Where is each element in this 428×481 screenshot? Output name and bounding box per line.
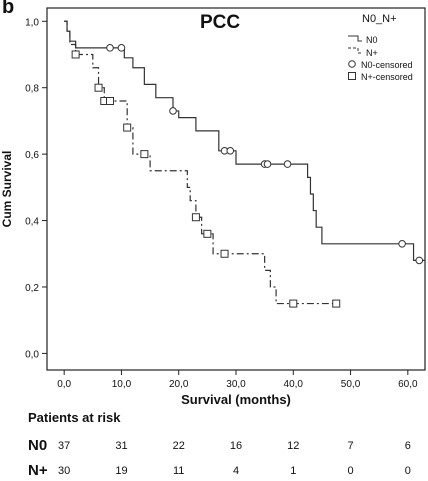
risk-count: 0 (404, 465, 411, 477)
risk-row-label: N+ (28, 462, 48, 479)
legend-label-n0-censored: N0-censored (361, 60, 413, 70)
risk-count: 22 (172, 440, 185, 452)
risk-table-header: Patients at risk (28, 410, 121, 425)
risk-row-label: N0 (28, 437, 48, 454)
legend-line-n-plus (348, 47, 362, 54)
x-tick-label: 20,0 (169, 379, 189, 390)
legend-marker-circle (348, 60, 356, 68)
x-tick-label: 0,0 (57, 379, 71, 390)
y-tick-label: 1,0 (25, 17, 39, 28)
risk-count: 1 (290, 465, 297, 477)
censor-marker-square (106, 96, 114, 105)
y-tick-label: 0,8 (25, 84, 39, 95)
x-tick-label: 10,0 (112, 379, 132, 390)
series-line-n0 (64, 20, 425, 262)
y-axis-label: Cum Survival (0, 151, 14, 228)
risk-count: 31 (115, 440, 128, 452)
risk-count: 6 (404, 440, 411, 452)
x-tick-label: 60,0 (398, 379, 418, 390)
legend-label-n-plus-censored: N+-censored (361, 72, 413, 82)
censor-marker-circle (226, 147, 235, 155)
y-tick-label: 0,2 (25, 283, 39, 294)
censor-marker-square (123, 123, 132, 132)
censor-marker-square (289, 299, 298, 308)
legend-label-n0: N0 (366, 35, 378, 45)
censor-marker-square (191, 213, 200, 222)
risk-count: 16 (229, 440, 243, 452)
censor-marker-square (220, 249, 229, 258)
censor-marker-circle (117, 44, 126, 52)
risk-count: 19 (115, 465, 128, 477)
risk-count: 12 (287, 440, 300, 452)
x-tick-label: 30,0 (226, 379, 246, 390)
censor-marker-square (94, 83, 103, 92)
risk-count: 37 (58, 440, 71, 452)
censor-marker-square (140, 150, 149, 159)
legend-label-n-plus: N+ (366, 48, 378, 58)
risk-count: 11 (173, 465, 185, 477)
censor-marker-circle (283, 160, 292, 168)
x-tick-label: 40,0 (284, 379, 304, 390)
censor-marker-circle (415, 256, 424, 265)
censor-marker-square (71, 50, 80, 59)
censor-marker-circle (106, 44, 114, 52)
panel-label: b (2, 0, 15, 18)
risk-count: 4 (232, 465, 240, 477)
risk-count: 0 (347, 465, 354, 477)
chart-title: PCC (200, 12, 240, 33)
censor-marker-circle (169, 107, 177, 115)
censor-marker-circle (398, 239, 406, 248)
y-tick-label: 0,0 (25, 349, 39, 360)
series-line-n-plus (64, 20, 337, 305)
risk-count: 7 (347, 440, 354, 452)
x-tick-label: 50,0 (341, 379, 361, 390)
legend-title: N0_N+ (362, 13, 397, 25)
y-tick-label: 0,4 (25, 217, 39, 228)
risk-count: 30 (58, 465, 71, 477)
x-axis-label: Survival (months) (181, 392, 291, 407)
legend-marker-square (348, 72, 356, 80)
censor-marker-circle (263, 160, 272, 168)
survival-chart: 0,0 0,2 0,4 0,6 0,8 1,0 0,0 10,0 20,0 30,0 40,0 50,… (0, 7, 426, 407)
legend-line-n0 (348, 35, 362, 42)
censor-marker-square (332, 299, 341, 308)
censor-marker-square (203, 229, 212, 238)
y-tick-label: 0,6 (25, 150, 39, 161)
